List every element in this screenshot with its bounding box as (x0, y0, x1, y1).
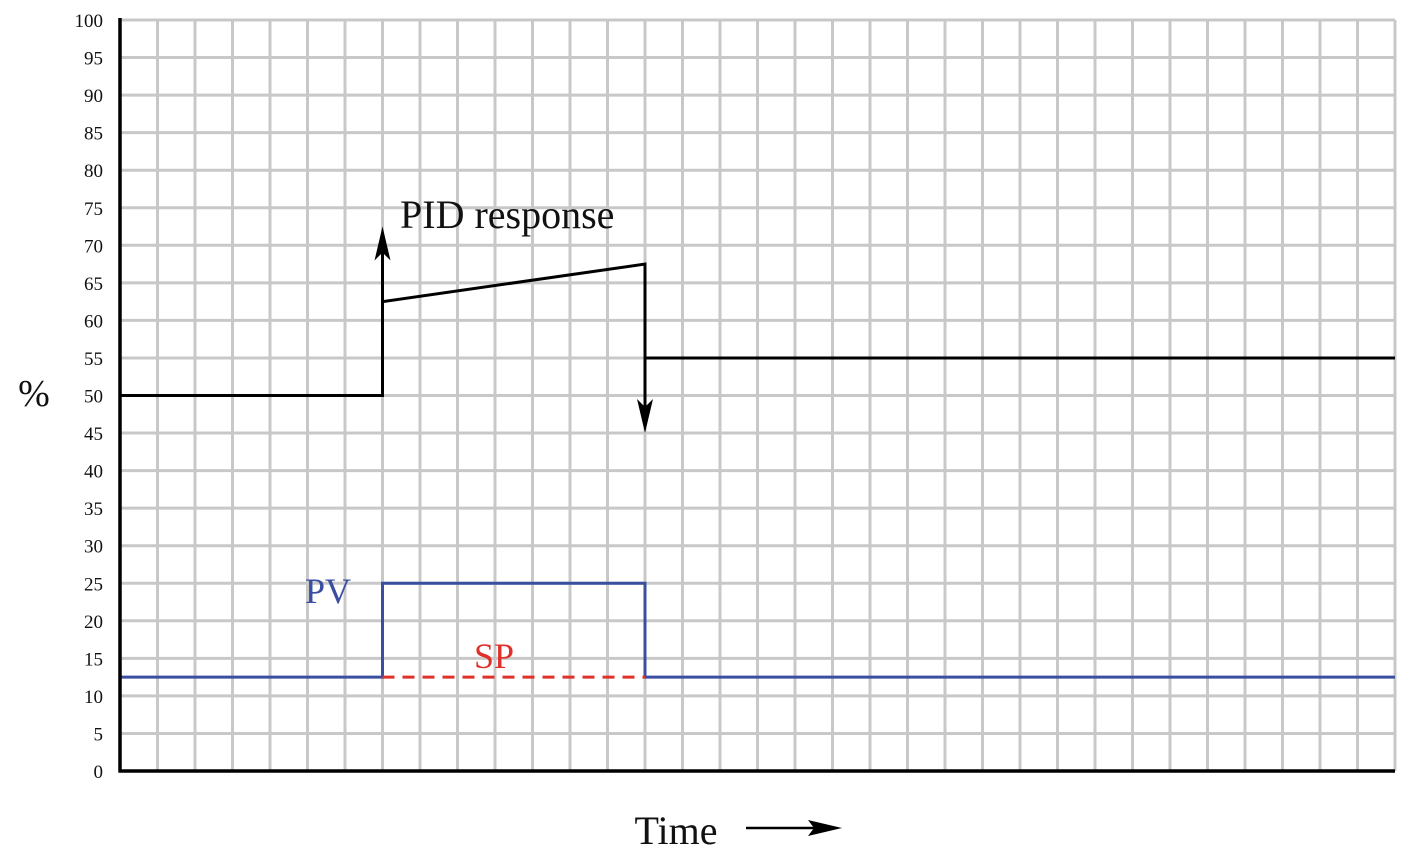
time-arrow-icon (746, 820, 842, 836)
arrow-up-icon (374, 226, 391, 261)
sp-label: SP (474, 636, 514, 676)
y-tick-label: 20 (84, 612, 103, 633)
x-axis-label: Time (634, 808, 717, 853)
pv-line (120, 581, 1395, 679)
y-tick-label: 40 (84, 462, 103, 483)
y-tick-label: 55 (84, 349, 103, 370)
y-axis-label: % (18, 373, 50, 415)
y-tick-label: 100 (75, 11, 104, 32)
pid-response-label: PID response (400, 192, 614, 237)
y-tick-label: 25 (84, 574, 103, 595)
y-tick-label: 80 (84, 161, 103, 182)
y-tick-label: 10 (84, 687, 103, 708)
y-tick-label: 60 (84, 311, 103, 332)
y-tick-label: 5 (94, 724, 104, 745)
y-tick-label: 50 (84, 387, 103, 408)
y-tick-label: 0 (94, 762, 104, 783)
y-tick-label: 35 (84, 499, 103, 520)
pv-label: PV (305, 571, 351, 611)
y-tick-label: 85 (84, 124, 103, 145)
y-tick-label: 30 (84, 537, 103, 558)
y-tick-label: 70 (84, 236, 103, 257)
y-tick-labels: 0 5 10 15 20 25 30 35 40 45 50 55 60 65 70 75 80 85 90 95 10… (75, 11, 104, 783)
y-tick-label: 95 (84, 49, 103, 70)
arrow-down-icon (637, 399, 653, 434)
y-tick-label: 75 (84, 199, 103, 220)
pid-response-line (120, 262, 1395, 397)
y-tick-label: 90 (84, 86, 103, 107)
y-tick-label: 15 (84, 649, 103, 670)
axes (118, 18, 1395, 773)
y-tick-label: 45 (84, 424, 103, 445)
y-tick-label: 65 (84, 274, 103, 295)
data-series (120, 226, 1395, 679)
